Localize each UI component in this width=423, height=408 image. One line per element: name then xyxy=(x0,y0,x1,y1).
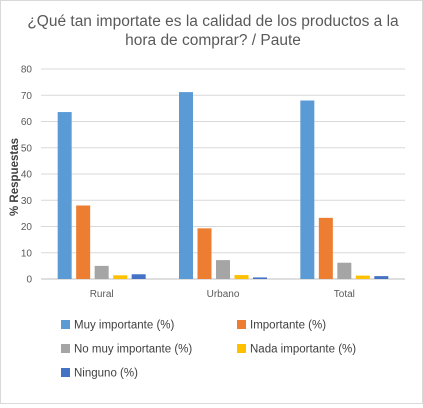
legend-swatch xyxy=(237,320,246,329)
bar xyxy=(374,276,389,279)
legend-swatch xyxy=(61,368,70,377)
y-tick-labels: 0 10 20 30 40 50 60 70 80 xyxy=(21,65,33,286)
bar xyxy=(113,275,128,279)
gridlines xyxy=(41,68,405,280)
y-tick-label: 70 xyxy=(21,91,33,102)
bar xyxy=(131,274,146,279)
y-tick-label: 50 xyxy=(21,143,33,154)
y-tick-label: 30 xyxy=(21,196,33,207)
x-tick-labels: Rural Urbano Total xyxy=(90,289,355,300)
legend-swatch xyxy=(61,344,70,353)
legend-swatch xyxy=(61,320,70,329)
legend-label: Nada importante (%) xyxy=(250,344,356,356)
y-tick-label: 60 xyxy=(21,117,33,128)
bar xyxy=(179,92,193,279)
x-tick-label: Rural xyxy=(90,289,114,300)
bar xyxy=(355,275,370,279)
bar xyxy=(318,217,333,279)
chart-title-line-1: ¿Qué tan importate es la calidad de los … xyxy=(27,13,399,30)
legend-label: No muy importante (%) xyxy=(74,344,192,356)
bar xyxy=(300,100,315,279)
legend-label: Ninguno (%) xyxy=(74,368,138,380)
bar xyxy=(197,228,212,279)
bar xyxy=(94,265,109,279)
y-axis-label: % Respuestas xyxy=(9,138,21,216)
legend-label: Importante (%) xyxy=(250,320,326,332)
bar xyxy=(337,262,352,279)
bars xyxy=(57,92,389,279)
legend-swatch xyxy=(237,344,246,353)
bar xyxy=(253,277,267,279)
y-tick-label: 0 xyxy=(26,275,32,286)
y-tick-label: 40 xyxy=(21,170,33,181)
x-tick-label: Urbano xyxy=(207,289,240,300)
y-tick-label: 20 xyxy=(21,222,33,233)
legend-label: Muy importante (%) xyxy=(74,320,175,332)
legend: Muy importante (%) Importante (%) No muy i… xyxy=(61,320,356,380)
chart-title-line-2: hora de comprar? / Paute xyxy=(125,32,301,49)
y-tick-label: 10 xyxy=(21,248,33,259)
bar xyxy=(57,112,72,279)
x-tick-label: Total xyxy=(334,289,355,300)
bar xyxy=(76,205,91,279)
bar xyxy=(216,260,230,279)
y-tick-label: 80 xyxy=(21,65,33,76)
bar xyxy=(234,275,249,279)
